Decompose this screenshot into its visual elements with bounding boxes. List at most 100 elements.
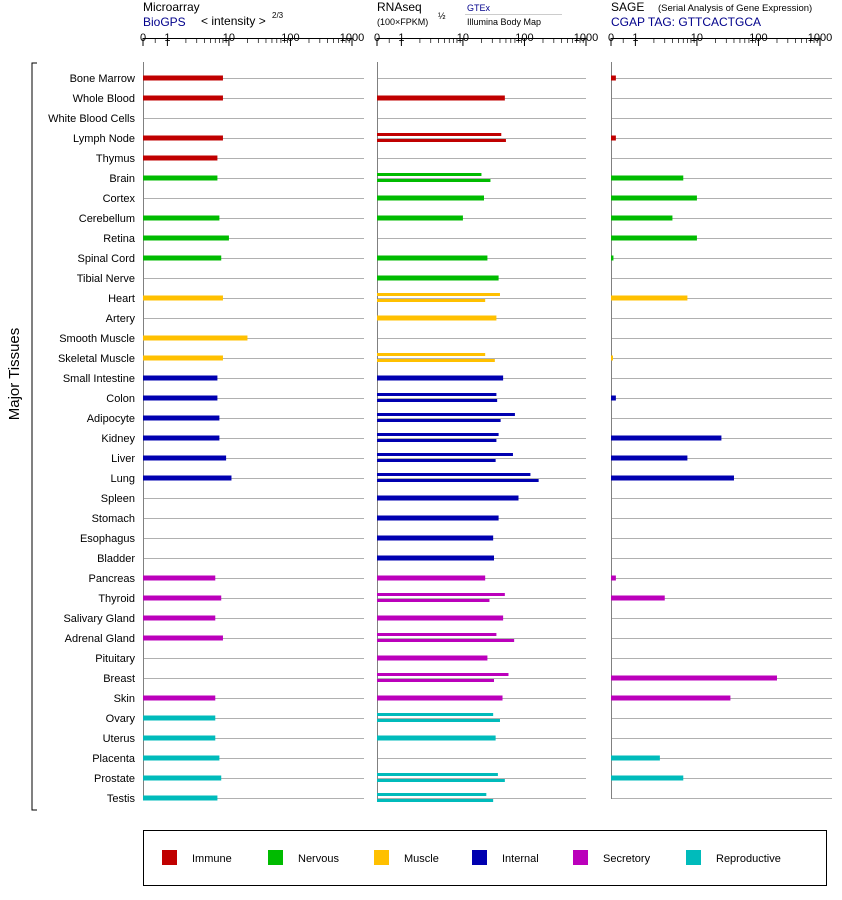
x-tick-label: 10 [457, 32, 469, 44]
bar-sage-placenta [611, 755, 660, 761]
bar-microarray-lung [143, 475, 232, 481]
legend-label-muscle: Muscle [404, 853, 439, 865]
row-label-skin: Skin [114, 693, 135, 705]
row-label-thyroid: Thyroid [98, 593, 135, 605]
row-label-spleen: Spleen [101, 493, 135, 505]
legend-label-immune: Immune [192, 853, 232, 865]
bar-rnaseq-prostate-1 [377, 773, 498, 776]
bar-microarray-thyroid [143, 595, 222, 601]
row-label-cortex: Cortex [103, 193, 136, 205]
sage-header: SAGE (Serial Analysis of Gene Expression… [611, 0, 812, 29]
bar-rnaseq-brain-2 [377, 179, 491, 182]
bar-rnaseq-thyroid-2 [377, 599, 490, 602]
bar-rnaseq-colon-1 [377, 393, 497, 396]
panel-microarray: 0 1 10 100 1000 [140, 32, 364, 801]
bar-microarray-skin [143, 695, 216, 701]
row-label-ovary: Ovary [106, 713, 136, 725]
row-label-whole-blood: Whole Blood [73, 93, 135, 105]
rnaseq-scale-exponent: ½ [438, 11, 446, 21]
bar-sage-thyroid [611, 595, 665, 601]
bar-microarray-uterus [143, 735, 216, 741]
panel-rnaseq: 0 1 10 100 1000 [374, 32, 598, 802]
row-label-cerebellum: Cerebellum [79, 213, 135, 225]
bar-sage-brain [611, 175, 684, 181]
legend-label-nervous: Nervous [298, 853, 339, 865]
bar-rnaseq-pituitary [377, 655, 488, 661]
bar-rnaseq-ovary-2 [377, 719, 500, 722]
bar-rnaseq-cerebellum [377, 215, 463, 221]
legend: Immune Nervous Muscle Internal Secretory Repr… [162, 850, 781, 865]
bar-sage-skeletal-muscle [611, 355, 613, 361]
bar-rnaseq-small-intestine [377, 375, 504, 381]
bar-microarray-cerebellum [143, 215, 220, 221]
bar-microarray-ovary [143, 715, 216, 721]
bar-rnaseq-heart-1 [377, 293, 500, 296]
sage-subtitle: CGAP TAG: GTTCACTGCA [611, 15, 761, 29]
bar-sage-kidney [611, 435, 722, 441]
row-label-testis: Testis [107, 793, 136, 805]
microarray-header: Microarray BioGPS < intensity > 2/3 [143, 0, 284, 29]
row-label-brain: Brain [109, 173, 135, 185]
bar-rnaseq-bladder [377, 555, 495, 561]
row-label-white-blood-cells: White Blood Cells [48, 113, 135, 125]
row-label-artery: Artery [106, 313, 136, 325]
x-tick-label: 0 [140, 32, 146, 44]
bar-microarray-placenta [143, 755, 220, 761]
bar-rnaseq-liver-2 [377, 459, 496, 462]
row-label-placenta: Placenta [92, 753, 136, 765]
row-label-prostate: Prostate [94, 773, 135, 785]
row-label-kidney: Kidney [101, 433, 135, 445]
bar-rnaseq-uterus [377, 735, 496, 741]
bar-sage-prostate [611, 775, 684, 781]
legend-swatch-reproductive [686, 850, 701, 865]
row-label-colon: Colon [106, 393, 135, 405]
bar-rnaseq-testis-1 [377, 793, 487, 796]
bar-sage-liver [611, 455, 688, 461]
y-axis-title: Major Tissues [6, 328, 23, 421]
bar-microarray-salivary-gland [143, 615, 216, 621]
row-label-adipocyte: Adipocyte [87, 413, 135, 425]
microarray-title: Microarray [143, 0, 200, 14]
legend-label-secretory: Secretory [603, 853, 651, 865]
x-tick-label: 10 [691, 32, 703, 44]
legend-label-internal: Internal [502, 853, 539, 865]
bar-rnaseq-artery [377, 315, 497, 321]
row-label-liver: Liver [111, 453, 135, 465]
bar-microarray-smooth-muscle [143, 335, 248, 341]
y-axis-bracket [31, 62, 37, 811]
sage-title-note: (Serial Analysis of Gene Expression) [658, 3, 812, 14]
bar-microarray-liver [143, 455, 227, 461]
bar-rnaseq-kidney-1 [377, 433, 499, 436]
x-tick-label: 100 [749, 32, 767, 44]
bar-sage-skin [611, 695, 731, 701]
x-tick-label: 10 [223, 32, 235, 44]
x-tick-label: 1 [164, 32, 170, 44]
bar-sage-cerebellum [611, 215, 673, 221]
bar-rnaseq-lung-1 [377, 473, 531, 476]
bar-microarray-whole-blood [143, 95, 223, 101]
bar-rnaseq-lung-2 [377, 479, 539, 482]
bar-microarray-testis [143, 795, 218, 801]
row-label-pancreas: Pancreas [89, 573, 136, 585]
x-tick-label: 1 [632, 32, 638, 44]
bar-rnaseq-thyroid-1 [377, 593, 505, 596]
bar-microarray-thymus [143, 155, 218, 161]
bar-rnaseq-skeletal-muscle-2 [377, 359, 495, 362]
bar-sage-bone-marrow [611, 75, 616, 81]
bar-rnaseq-breast-2 [377, 679, 495, 682]
panel-sage: 0 1 10 100 1000 [608, 32, 832, 799]
bar-rnaseq-adipocyte-1 [377, 413, 515, 416]
row-label-stomach: Stomach [92, 513, 135, 525]
row-label-small-intestine: Small Intestine [63, 373, 135, 385]
rnaseq-title: RNAseq [377, 0, 422, 14]
bar-microarray-spinal-cord [143, 255, 222, 261]
row-label-esophagus: Esophagus [80, 533, 136, 545]
legend-swatch-secretory [573, 850, 588, 865]
bar-rnaseq-tibial-nerve [377, 275, 499, 281]
bar-microarray-heart [143, 295, 223, 301]
bar-rnaseq-heart-2 [377, 299, 486, 302]
bar-microarray-brain [143, 175, 218, 181]
bar-microarray-bone-marrow [143, 75, 223, 81]
microarray-subtitle: BioGPS [143, 15, 186, 29]
rnaseq-header: RNAseq (100×FPKM) ½ GTEx Illumina Body M… [377, 0, 562, 27]
